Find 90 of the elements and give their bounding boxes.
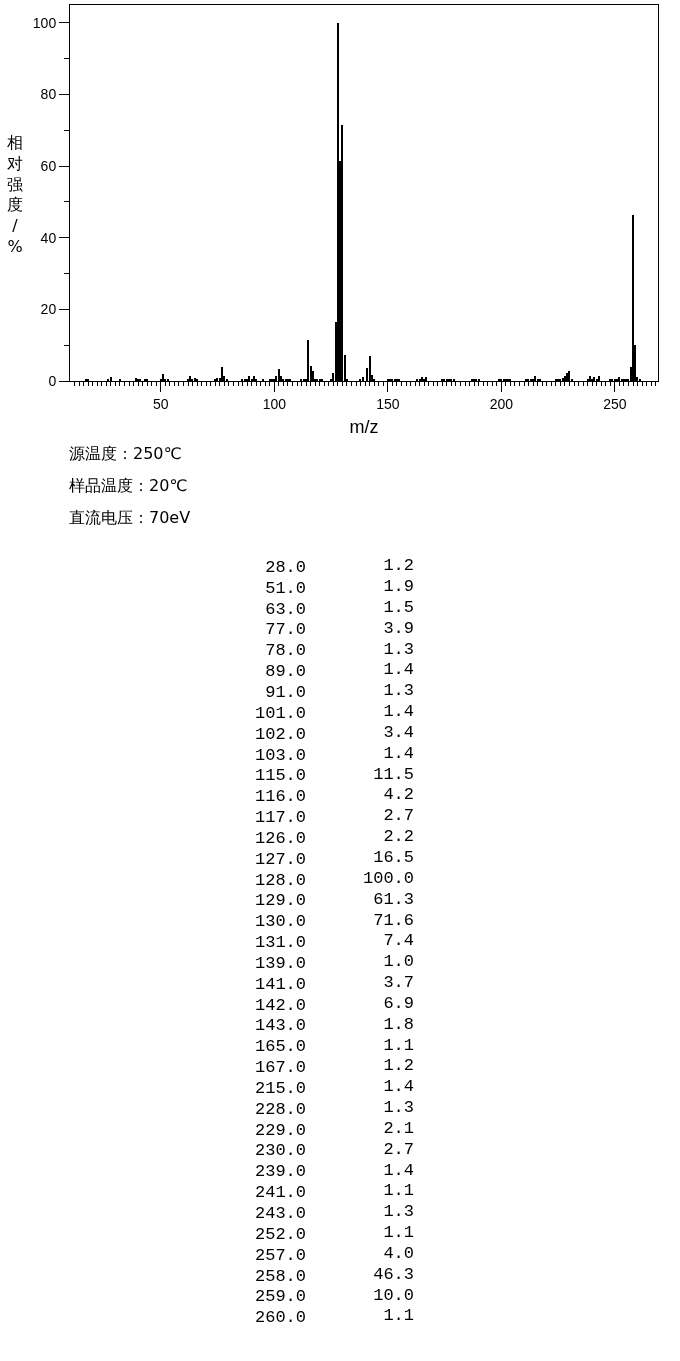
category-label: 101.0 [254, 703, 306, 723]
category-label: 51.0 [265, 578, 306, 598]
data-label: 61.3 [373, 889, 414, 909]
data-label: 1.4 [383, 660, 414, 680]
category-label: 116.0 [254, 787, 306, 807]
y-tick-label: 0 [48, 372, 57, 389]
data-label: 1.1 [383, 1223, 414, 1243]
category-label: 252.0 [254, 1224, 306, 1244]
y-tick-label: 20 [40, 301, 57, 318]
data-label: 6.9 [383, 993, 414, 1013]
data-label: 1.9 [383, 577, 414, 597]
y-tick-label: 60 [40, 158, 57, 175]
category-label: 28.0 [265, 557, 306, 577]
data-label: 1.1 [383, 1181, 414, 1201]
category-label: 215.0 [254, 1078, 306, 1098]
text: 源温度：250℃ [69, 444, 182, 463]
data-label: 4.2 [383, 785, 414, 805]
text: 样品温度：20℃ [69, 476, 188, 495]
y-tick-label: 80 [40, 86, 57, 103]
x-tick-label: 100 [262, 395, 287, 412]
data-label: 10.0 [373, 1285, 414, 1305]
category-label: 167.0 [254, 1058, 306, 1078]
data-label: 1.3 [383, 639, 414, 659]
data-label: 1.4 [383, 1160, 414, 1180]
category-label: 77.0 [265, 620, 306, 640]
category-label: 228.0 [254, 1099, 306, 1119]
category-label: 91.0 [265, 682, 306, 702]
x-axis-title: m/z [349, 416, 379, 437]
text: 直流电压：70eV [69, 508, 191, 527]
data-label: 1.3 [383, 681, 414, 701]
category-label: 102.0 [254, 724, 306, 744]
category-label: 139.0 [254, 953, 306, 973]
data-label: 1.4 [383, 743, 414, 763]
data-label: 1.8 [383, 1014, 414, 1034]
x-tick-label: 150 [376, 395, 400, 412]
category-label: 259.0 [254, 1287, 306, 1307]
category-label: 127.0 [254, 849, 306, 869]
data-label: 1.1 [383, 1306, 414, 1326]
category-label: 130.0 [254, 912, 306, 932]
category-label: 165.0 [254, 1037, 306, 1057]
data-label: 1.5 [383, 597, 414, 617]
data-label: 7.4 [383, 931, 414, 951]
category-label: 103.0 [254, 745, 306, 765]
data-label: 3.4 [383, 722, 414, 742]
category-label: 141.0 [254, 974, 306, 994]
data-label: 2.1 [383, 1118, 414, 1138]
data-label: 2.7 [383, 806, 414, 826]
category-label: 142.0 [254, 995, 306, 1015]
category-label: 239.0 [254, 1162, 306, 1182]
data-label: 1.2 [383, 1056, 414, 1076]
data-label: 1.4 [383, 1077, 414, 1097]
data-label: 1.4 [383, 702, 414, 722]
data-label: 1.1 [383, 1035, 414, 1055]
category-label: 115.0 [254, 766, 306, 786]
category-label: 131.0 [254, 933, 306, 953]
y-tick-label: 40 [40, 229, 57, 246]
category-label: 63.0 [265, 599, 306, 619]
category-label: 243.0 [254, 1203, 306, 1223]
y-tick-label: 100 [32, 14, 57, 31]
category-label: 78.0 [265, 641, 306, 661]
x-tick-label: 250 [603, 395, 627, 412]
category-label: 230.0 [254, 1141, 306, 1161]
category-label: 129.0 [254, 891, 306, 911]
category-label: 89.0 [265, 662, 306, 682]
category-label: 128.0 [254, 870, 306, 890]
data-label: 46.3 [373, 1264, 414, 1284]
y-axis-title: 相对强度/% [7, 133, 23, 256]
category-label: 241.0 [254, 1183, 306, 1203]
data-label: 11.5 [373, 764, 414, 784]
data-label: 4.0 [383, 1243, 414, 1263]
data-label: 100.0 [362, 868, 414, 888]
data-label: 1.2 [383, 556, 414, 576]
category-label: 229.0 [254, 1120, 306, 1140]
x-tick-label: 200 [489, 395, 514, 412]
category-label: 257.0 [254, 1245, 306, 1265]
category-label: 117.0 [254, 808, 306, 828]
data-label: 1.3 [383, 1202, 414, 1222]
category-label: 126.0 [254, 828, 306, 848]
data-label: 1.3 [383, 1098, 414, 1118]
data-label: 1.0 [383, 952, 414, 972]
data-label: 3.7 [383, 973, 414, 993]
category-label: 260.0 [254, 1308, 306, 1328]
category-label: 258.0 [254, 1266, 306, 1286]
category-label: 143.0 [254, 1016, 306, 1036]
data-label: 71.6 [373, 910, 414, 930]
x-tick-label: 50 [153, 395, 169, 412]
data-label: 2.7 [383, 1139, 414, 1159]
data-label: 16.5 [373, 848, 414, 868]
data-label: 3.9 [383, 618, 414, 638]
data-label: 2.2 [383, 827, 414, 847]
